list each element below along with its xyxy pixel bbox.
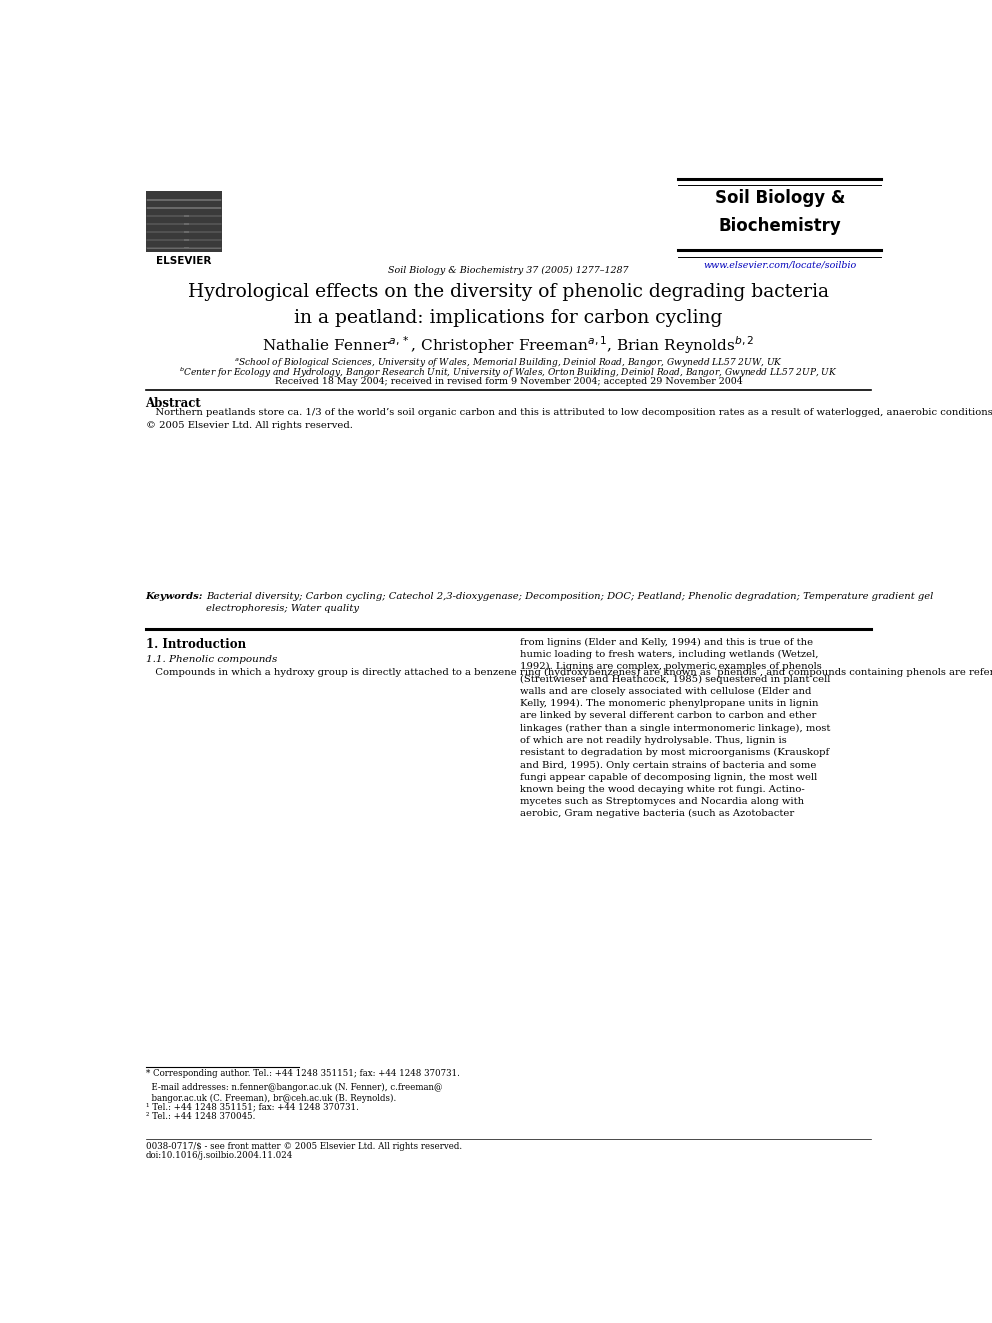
- Text: 0038-0717/$ - see front matter © 2005 Elsevier Ltd. All rights reserved.: 0038-0717/$ - see front matter © 2005 El…: [146, 1142, 461, 1151]
- Text: $^{b}$Center for Ecology and Hydrology, Bangor Research Unit, University of Wale: $^{b}$Center for Ecology and Hydrology, …: [180, 365, 837, 380]
- Bar: [147, 212, 184, 249]
- Text: E-mail addresses: n.fenner@bangor.ac.uk (N. Fenner), c.freeman@
  bangor.ac.uk (: E-mail addresses: n.fenner@bangor.ac.uk …: [146, 1082, 442, 1103]
- Text: Abstract: Abstract: [146, 397, 201, 410]
- Text: doi:10.1016/j.soilbio.2004.11.024: doi:10.1016/j.soilbio.2004.11.024: [146, 1151, 293, 1160]
- Text: www.elsevier.com/locate/soilbio: www.elsevier.com/locate/soilbio: [703, 261, 856, 270]
- Text: ¹ Tel.: +44 1248 351151; fax: +44 1248 370731.: ¹ Tel.: +44 1248 351151; fax: +44 1248 3…: [146, 1102, 358, 1111]
- Text: $^{a}$School of Biological Sciences, University of Wales, Memorial Building, Dei: $^{a}$School of Biological Sciences, Uni…: [234, 356, 783, 369]
- Text: Soil Biology & Biochemistry 37 (2005) 1277–1287: Soil Biology & Biochemistry 37 (2005) 12…: [388, 266, 629, 275]
- Text: Received 18 May 2004; received in revised form 9 November 2004; accepted 29 Nove: Received 18 May 2004; received in revise…: [275, 377, 742, 386]
- Text: Keywords:: Keywords:: [146, 591, 206, 601]
- Text: Bacterial diversity; Carbon cycling; Catechol 2,3-dioxygenase; Decomposition; DO: Bacterial diversity; Carbon cycling; Cat…: [206, 591, 933, 613]
- Text: 1.1. Phenolic compounds: 1.1. Phenolic compounds: [146, 655, 277, 664]
- Text: * Corresponding author. Tel.: +44 1248 351151; fax: +44 1248 370731.: * Corresponding author. Tel.: +44 1248 3…: [146, 1069, 459, 1078]
- Text: ELSEVIER: ELSEVIER: [157, 255, 211, 266]
- Text: from lignins (Elder and Kelly, 1994) and this is true of the
humic loading to fr: from lignins (Elder and Kelly, 1994) and…: [520, 638, 830, 819]
- Bar: [189, 212, 221, 249]
- Bar: [146, 192, 222, 253]
- Text: Northern peatlands store ca. 1/3 of the world’s soil organic carbon and this is : Northern peatlands store ca. 1/3 of the …: [146, 409, 992, 430]
- Text: Compounds in which a hydroxy group is directly attached to a benzene ring (hydro: Compounds in which a hydroxy group is di…: [146, 668, 992, 677]
- Text: Hydrological effects on the diversity of phenolic degrading bacteria
in a peatla: Hydrological effects on the diversity of…: [187, 283, 829, 328]
- Text: Soil Biology &
Biochemistry: Soil Biology & Biochemistry: [714, 189, 845, 235]
- Text: Nathalie Fenner$^{a,*}$, Christopher Freeman$^{a,1}$, Brian Reynolds$^{b,2}$: Nathalie Fenner$^{a,*}$, Christopher Fre…: [262, 333, 755, 356]
- Text: 1. Introduction: 1. Introduction: [146, 638, 246, 651]
- Text: ² Tel.: +44 1248 370045.: ² Tel.: +44 1248 370045.: [146, 1113, 255, 1122]
